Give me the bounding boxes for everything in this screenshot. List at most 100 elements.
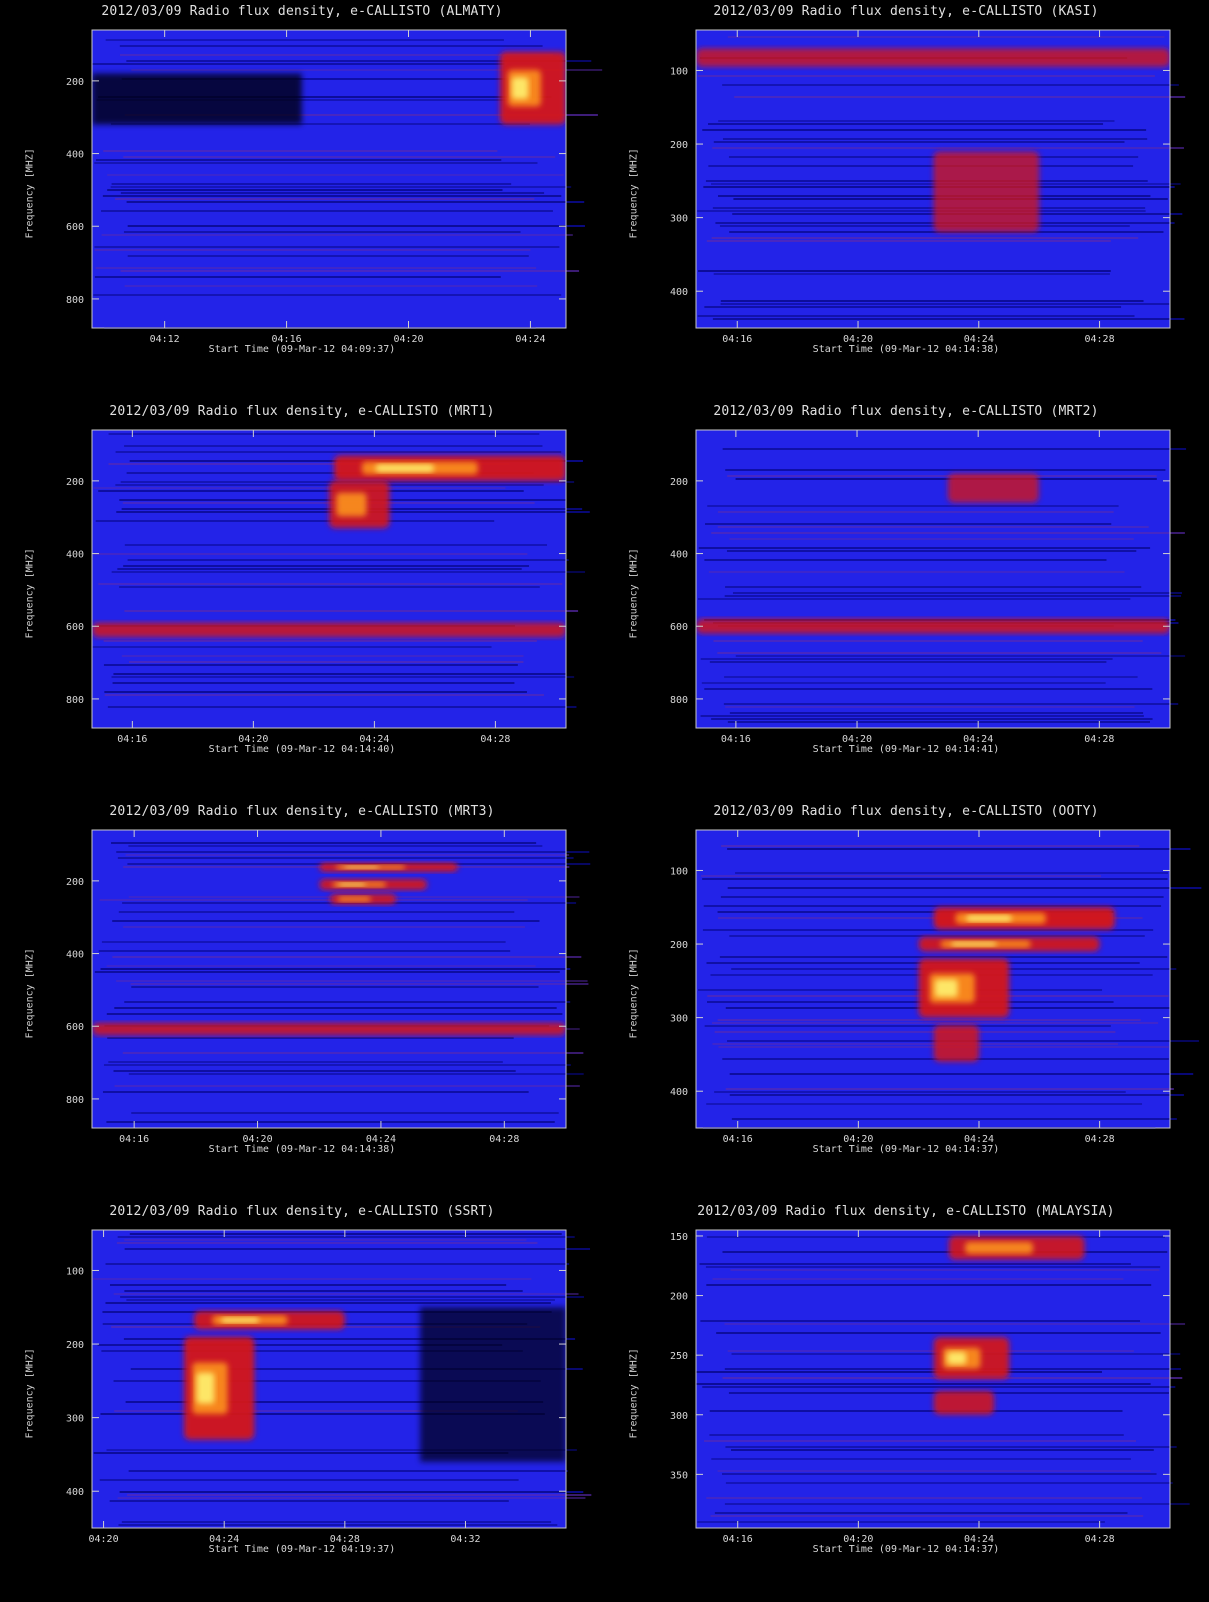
noise-band: [718, 917, 1143, 919]
noise-band: [712, 1043, 1119, 1045]
noise-band: [128, 1470, 568, 1472]
y-tick-label: 200: [66, 1340, 84, 1351]
noise-band: [95, 520, 495, 522]
noise-band: [121, 78, 528, 80]
x-tick-label: 04:24: [366, 1134, 396, 1145]
noise-band: [722, 84, 1179, 86]
noise-band: [103, 1064, 571, 1066]
noise-band: [94, 246, 560, 248]
noise-band: [117, 1497, 586, 1499]
spectrogram-svg: 04:16 04:20 04:24 04:28 100 200 300 400: [670, 29, 1186, 345]
burst-region: [92, 622, 566, 638]
noise-band: [720, 303, 1170, 305]
x-tick-label: 04:28: [480, 734, 510, 745]
noise-band: [93, 487, 506, 489]
spectrogram-panel: 2012/03/09 Radio flux density, e-CALLIST…: [604, 1200, 1208, 1598]
plot-background: [92, 830, 566, 1128]
noise-band: [92, 63, 505, 65]
y-tick-label: 400: [66, 550, 84, 561]
burst-layer: [92, 862, 566, 1036]
y-axis-label: Frequency [MHZ]: [24, 148, 36, 239]
x-tick-label: 04:24: [515, 334, 545, 345]
y-tick-label: 800: [670, 695, 688, 706]
x-tick-label: 04:16: [723, 1534, 753, 1545]
noise-band: [113, 1293, 579, 1295]
noise-band: [111, 676, 575, 678]
y-tick-label: 400: [66, 150, 84, 161]
noise-band: [735, 655, 1186, 657]
noise-band: [724, 595, 1181, 597]
spectrogram-svg: 04:16 04:20 04:24 04:28 200 400 600 800: [66, 429, 590, 745]
noise-band: [93, 553, 528, 555]
noise-band: [720, 300, 1144, 302]
x-tick-label: 04:16: [117, 734, 147, 745]
x-axis-label: Start Time (09-Mar-12 04:14:40): [208, 744, 396, 755]
noise-band: [127, 559, 569, 561]
noise-band: [124, 1248, 591, 1250]
noise-band: [711, 1458, 1131, 1460]
burst-peak: [344, 865, 379, 869]
noise-band: [131, 69, 603, 71]
noise-band: [107, 1037, 514, 1039]
noise-band: [706, 1497, 1142, 1499]
noise-band: [700, 658, 1113, 660]
noise-band: [101, 1350, 523, 1352]
y-tick-label: 600: [66, 1022, 84, 1033]
plot-frame: [695, 1229, 1171, 1529]
spectrogram-svg: 04:20 04:24 04:28 04:32 100 200 300 400: [66, 1229, 592, 1545]
burst-core: [336, 492, 367, 517]
burst-layer: [696, 473, 1170, 634]
noise-band: [709, 1410, 1123, 1412]
burst-region: [329, 893, 397, 905]
x-tick-label: 04:24: [964, 1134, 994, 1145]
noise-band: [704, 1025, 1111, 1027]
x-tick-label: 04:20: [238, 734, 268, 745]
noise-band: [116, 851, 590, 853]
burst-peak: [966, 914, 1012, 922]
y-tick-label: 200: [670, 940, 688, 951]
noise-band: [727, 848, 1191, 850]
noise-band: [702, 929, 1154, 931]
noise-band: [107, 174, 564, 176]
noise-band: [698, 547, 1151, 549]
noise-band: [714, 1512, 1128, 1514]
burst-region: [933, 151, 1040, 233]
burst-glow: [947, 473, 1039, 503]
noise-band: [128, 1073, 584, 1075]
chart-title: 2012/03/09 Radio flux density, e-CALLIST…: [697, 1204, 1115, 1219]
spectrogram-svg: 04:16 04:20 04:24 04:28 150 200 250 300 350: [670, 1229, 1190, 1545]
noise-band: [704, 306, 1122, 308]
burst-core: [337, 896, 371, 902]
noise-band: [94, 276, 501, 278]
y-tick-label: 400: [670, 550, 688, 561]
y-axis-label: Frequency [MHZ]: [24, 948, 36, 1039]
noise-band: [704, 559, 1107, 561]
y-tick-label: 200: [66, 477, 84, 488]
noise-band: [696, 1383, 1151, 1385]
noise-band: [725, 469, 1166, 471]
noise-band: [119, 45, 543, 47]
x-axis-label: Start Time (09-Mar-12 04:09:37): [208, 344, 396, 355]
burst-region: [933, 907, 1115, 930]
y-tick-label: 250: [670, 1351, 688, 1362]
x-tick-label: 04:20: [393, 334, 423, 345]
noise-band: [127, 225, 585, 227]
noise-band: [705, 1266, 1161, 1268]
x-tick-label: 04:24: [964, 1534, 994, 1545]
noise-band: [697, 315, 1135, 317]
x-axis-label: Start Time (09-Mar-12 04:14:37): [812, 1544, 1000, 1555]
noise-band: [708, 123, 1104, 125]
noise-band: [724, 1323, 1186, 1325]
y-tick-label: 600: [66, 622, 84, 633]
noise-band: [117, 857, 574, 859]
noise-band: [125, 1401, 544, 1403]
noise-band: [95, 267, 537, 269]
noise-band: [124, 285, 538, 287]
x-tick-label: 04:32: [450, 1534, 480, 1545]
y-axis-label: Frequency [MHZ]: [628, 948, 640, 1039]
burst-region: [194, 1310, 345, 1330]
plot-background: [696, 30, 1170, 328]
y-tick-label: 800: [66, 1095, 84, 1106]
noise-band: [110, 186, 572, 188]
burst-peak: [934, 979, 958, 998]
